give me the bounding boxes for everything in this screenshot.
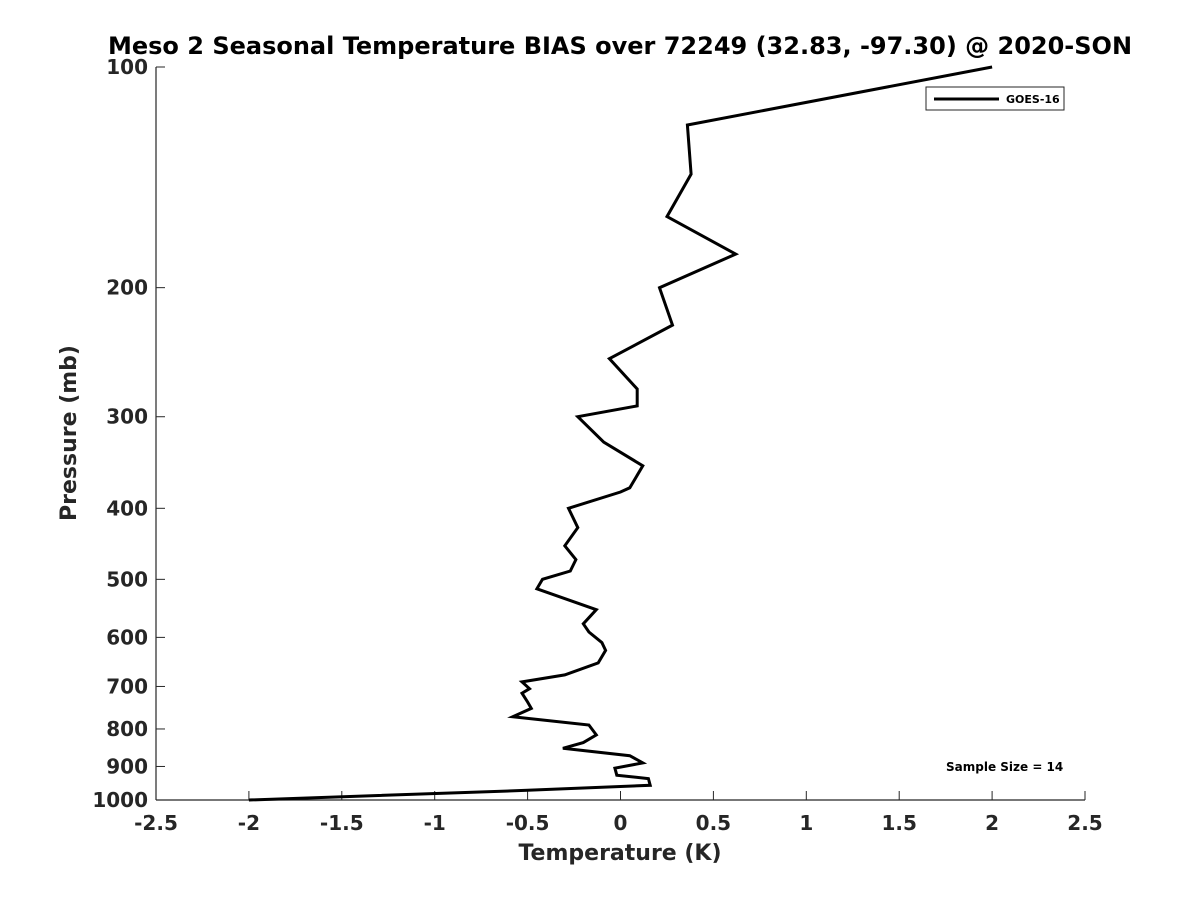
y-tick-label: 700	[106, 674, 148, 698]
x-tick-label: -0.5	[506, 811, 550, 835]
series-line-goes-16[interactable]	[248, 65, 993, 802]
legend-label-goes-16: GOES-16	[1006, 93, 1060, 106]
x-tick-label: 1.5	[881, 811, 916, 835]
x-tick-label: -2	[238, 811, 260, 835]
y-tick-label: 100	[106, 55, 148, 79]
y-tick-label: 500	[106, 567, 148, 591]
y-tick-label: 900	[106, 754, 148, 778]
x-axis-label: Temperature (K)	[518, 841, 721, 866]
x-tick-label: 2.5	[1067, 811, 1102, 835]
x-tick-label: -1	[424, 811, 446, 835]
y-tick-label: 200	[106, 276, 148, 300]
y-tick-label: 400	[106, 496, 148, 520]
y-tick-label: 300	[106, 405, 148, 429]
sample-size-annotation: Sample Size = 14	[946, 760, 1063, 774]
chart-title: Meso 2 Seasonal Temperature BIAS over 72…	[108, 32, 1132, 60]
x-tick-label: 2	[985, 811, 999, 835]
y-axis-ticks: 100 200 300 400 500 600 700 800 900 1000	[92, 55, 165, 812]
x-axis-ticks: -2.5 -2 -1.5 -1 -0.5 0 0.5 1 1.5 2 2.5	[134, 791, 1103, 835]
y-tick-label: 1000	[92, 788, 148, 812]
y-axis-label: Pressure (mb)	[57, 345, 82, 521]
x-tick-label: 0	[614, 811, 628, 835]
x-tick-label: -2.5	[134, 811, 178, 835]
x-tick-label: 1	[799, 811, 813, 835]
x-tick-label: -1.5	[320, 811, 364, 835]
legend[interactable]: GOES-16	[925, 86, 1065, 111]
plot-area	[156, 67, 1085, 800]
series-layer	[248, 65, 993, 802]
y-tick-label: 600	[106, 625, 148, 649]
y-tick-label: 800	[106, 717, 148, 741]
x-tick-label: 0.5	[696, 811, 731, 835]
